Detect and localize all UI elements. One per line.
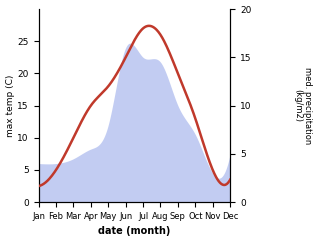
Y-axis label: max temp (C): max temp (C)	[5, 75, 15, 137]
Y-axis label: med. precipitation
(kg/m2): med. precipitation (kg/m2)	[293, 67, 313, 144]
X-axis label: date (month): date (month)	[98, 227, 170, 236]
